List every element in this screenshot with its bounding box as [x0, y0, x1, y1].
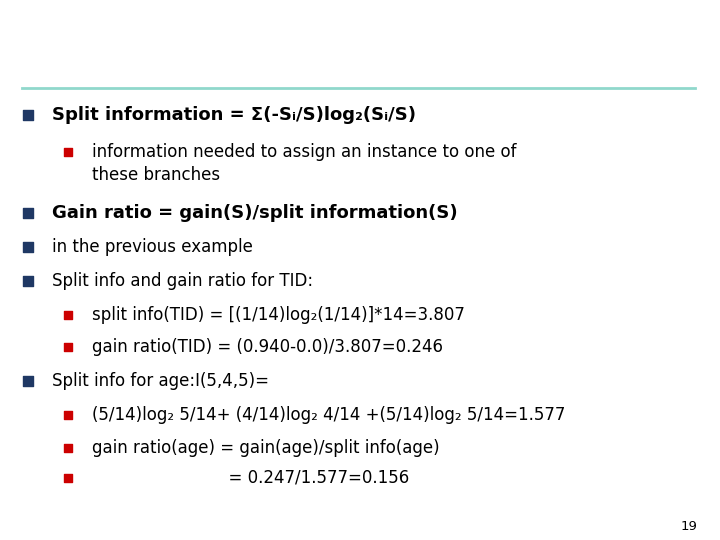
- Point: [62, 444, 73, 453]
- Point: [22, 377, 34, 386]
- Point: [62, 310, 73, 319]
- Text: gain ratio(age) = gain(age)/split info(age): gain ratio(age) = gain(age)/split info(a…: [92, 439, 440, 457]
- Text: Split info for age:I(5,4,5)=: Split info for age:I(5,4,5)=: [52, 372, 269, 390]
- Text: gain ratio(TID) = (0.940-0.0)/3.807=0.246: gain ratio(TID) = (0.940-0.0)/3.807=0.24…: [92, 338, 443, 356]
- Point: [22, 276, 34, 285]
- Text: (5/14)log₂ 5/14+ (4/14)log₂ 4/14 +(5/14)log₂ 5/14=1.577: (5/14)log₂ 5/14+ (4/14)log₂ 4/14 +(5/14)…: [92, 406, 565, 424]
- Text: information needed to assign an instance to one of: information needed to assign an instance…: [92, 143, 516, 161]
- Text: 19: 19: [680, 519, 697, 532]
- Point: [62, 343, 73, 352]
- Text: these branches: these branches: [92, 166, 220, 184]
- Text: split info(TID) = [(1/14)log₂(1/14)]*14=3.807: split info(TID) = [(1/14)log₂(1/14)]*14=…: [92, 306, 465, 324]
- Text: Split info and gain ratio for TID:: Split info and gain ratio for TID:: [52, 272, 313, 290]
- Point: [22, 242, 34, 251]
- Point: [62, 474, 73, 482]
- Point: [62, 147, 73, 156]
- Text: = 0.247/1.577=0.156: = 0.247/1.577=0.156: [92, 469, 409, 487]
- Text: in the previous example: in the previous example: [52, 238, 253, 256]
- Text: Split information = Σ(-Sᵢ/S)log₂(Sᵢ/S): Split information = Σ(-Sᵢ/S)log₂(Sᵢ/S): [52, 106, 416, 124]
- Point: [22, 208, 34, 217]
- Point: [22, 111, 34, 119]
- Point: [62, 411, 73, 420]
- Text: Gain ratio = gain(S)/split information(S): Gain ratio = gain(S)/split information(S…: [52, 204, 458, 222]
